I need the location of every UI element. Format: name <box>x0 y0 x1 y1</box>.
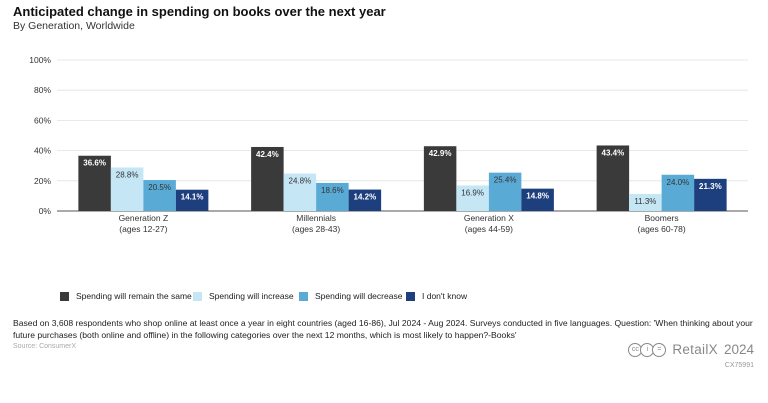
data-label: 11.3% <box>634 197 656 206</box>
brand-name: RetailX <box>672 342 718 357</box>
x-tick-sublabel: (ages 28-43) <box>292 224 340 234</box>
bar <box>143 180 176 211</box>
legend-item-remain-same: Spending will remain the same <box>60 291 192 301</box>
y-tick-label: 80% <box>34 85 51 95</box>
data-label: 42.9% <box>429 149 452 158</box>
brand-year: 2024 <box>723 342 754 357</box>
bar <box>661 174 695 211</box>
bar <box>488 172 522 211</box>
x-tick-sublabel: (ages 12-27) <box>119 224 167 234</box>
bar <box>316 182 349 211</box>
source-text: Source: ConsumerX <box>13 343 77 350</box>
legend-item-dont-know: I don't know <box>406 291 467 301</box>
legend-item-increase: Spending will increase <box>193 291 294 301</box>
bar <box>251 146 284 211</box>
bar <box>629 193 662 211</box>
x-tick-label: Boomers <box>645 213 679 223</box>
chart-code: CX75991 <box>724 362 754 369</box>
y-tick-label: 60% <box>34 115 51 125</box>
data-label: 24.0% <box>667 178 690 187</box>
x-tick-sublabel: (ages 60-78) <box>638 224 686 234</box>
chart-title: Anticipated change in spending on books … <box>13 4 386 19</box>
legend-label: Spending will decrease <box>315 291 403 301</box>
legend-label: Spending will remain the same <box>76 291 192 301</box>
x-tick-label: Generation X <box>464 213 514 223</box>
survey-note: Based on 3,608 respondents who shop onli… <box>13 318 753 340</box>
bar <box>78 155 111 211</box>
data-label: 14.8% <box>526 192 549 201</box>
legend-item-decrease: Spending will decrease <box>299 291 402 301</box>
creative-commons-icon: cc i = <box>628 342 667 357</box>
data-label: 28.8% <box>116 171 139 180</box>
legend-label: I don't know <box>422 291 468 301</box>
brand-logo: cc i = RetailX 2024 <box>628 342 754 357</box>
data-label: 16.9% <box>461 188 484 197</box>
legend-swatch <box>406 291 415 301</box>
legend-label: Spending will increase <box>209 291 294 301</box>
bar <box>521 188 554 211</box>
bar <box>348 189 382 211</box>
bar <box>456 185 489 211</box>
x-tick-sublabel: (ages 44-59) <box>465 224 513 234</box>
data-label: 42.4% <box>256 150 279 159</box>
bar <box>694 178 727 211</box>
chart-subtitle: By Generation, Worldwide <box>13 20 135 32</box>
data-label: 20.5% <box>148 183 171 192</box>
data-label: 14.2% <box>354 193 377 202</box>
legend-swatch <box>193 291 202 301</box>
data-label: 25.4% <box>494 176 517 185</box>
data-label: 21.3% <box>699 182 722 191</box>
y-tick-label: 40% <box>34 146 51 156</box>
data-label: 43.4% <box>602 148 625 157</box>
y-tick-label: 20% <box>34 176 51 186</box>
data-label: 36.6% <box>83 159 106 168</box>
x-tick-label: Millennials <box>296 213 336 223</box>
y-tick-label: 0% <box>39 206 52 216</box>
bar <box>110 167 144 211</box>
bar <box>175 189 209 211</box>
bar <box>283 173 317 211</box>
legend-swatch <box>60 291 69 301</box>
data-label: 24.8% <box>289 177 312 186</box>
bar-chart: 0% 20% 40% 60% 80% 100% 36.6% 28.8% 20.5% 14.1% Ge… <box>29 55 748 234</box>
bar <box>423 146 457 211</box>
data-label: 14.1% <box>181 193 204 202</box>
y-tick-label: 100% <box>29 55 51 65</box>
no-derivatives-icon: = <box>652 342 667 357</box>
data-label: 18.6% <box>321 186 344 195</box>
bar <box>596 145 630 211</box>
x-tick-label: Generation Z <box>119 213 169 223</box>
legend-swatch <box>299 291 308 301</box>
